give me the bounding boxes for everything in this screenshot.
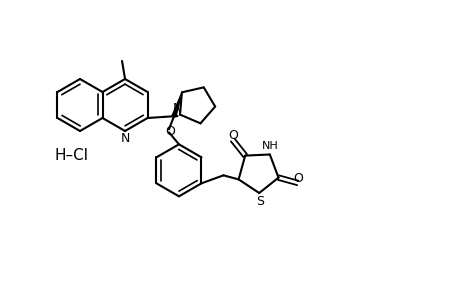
Text: O: O <box>227 130 237 142</box>
Text: H–Cl: H–Cl <box>55 148 89 163</box>
Text: S: S <box>256 195 263 208</box>
Text: N: N <box>173 102 182 115</box>
Polygon shape <box>172 92 182 117</box>
Text: O: O <box>165 125 174 138</box>
Text: O: O <box>292 172 302 185</box>
Text: NH: NH <box>261 140 278 151</box>
Text: N: N <box>120 132 129 145</box>
